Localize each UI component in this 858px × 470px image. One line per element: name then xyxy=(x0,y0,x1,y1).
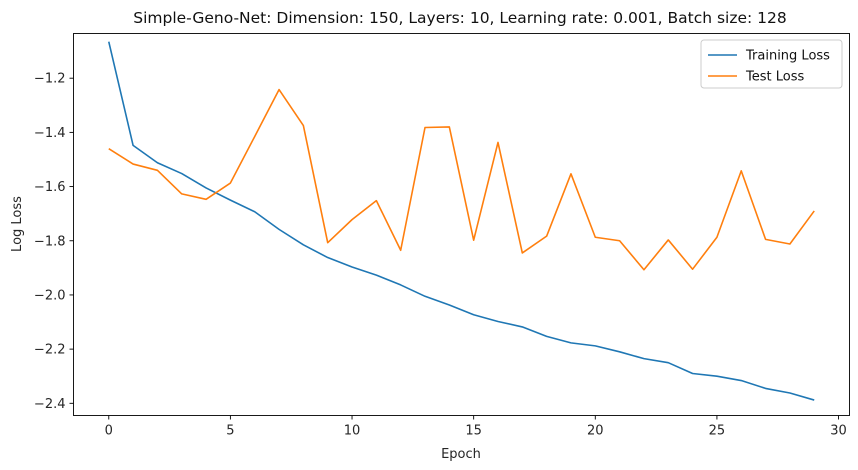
y-tick-label: −2.2 xyxy=(34,343,66,358)
x-tick-label: 5 xyxy=(226,424,234,439)
x-tick-label: 15 xyxy=(465,424,482,439)
training-loss-legend-label: Training Loss xyxy=(745,49,830,64)
x-tick-label: 0 xyxy=(105,424,113,439)
x-tick-label: 30 xyxy=(830,424,847,439)
x-tick-label: 20 xyxy=(587,424,604,439)
x-axis-label: Epoch xyxy=(441,447,481,462)
y-axis-label: Log Loss xyxy=(10,196,25,252)
y-tick-label: −1.8 xyxy=(34,234,66,249)
y-tick-label: −1.4 xyxy=(34,126,66,141)
x-tick-label: 10 xyxy=(344,424,361,439)
legend: Training Loss Test Loss xyxy=(700,39,843,89)
training-loss-line xyxy=(107,41,815,401)
y-tick-label: −2.4 xyxy=(34,397,66,412)
test-loss-line xyxy=(108,88,815,271)
chart-title: Simple-Geno-Net: Dimension: 150, Layers:… xyxy=(133,9,787,27)
test-loss-legend-label: Test Loss xyxy=(745,70,804,85)
y-tick-label: −1.2 xyxy=(34,72,66,87)
y-tick-label: −2.0 xyxy=(34,288,66,303)
x-tick-label: 25 xyxy=(709,424,726,439)
y-tick-label: −1.6 xyxy=(34,180,66,195)
plot-frame xyxy=(73,33,850,416)
